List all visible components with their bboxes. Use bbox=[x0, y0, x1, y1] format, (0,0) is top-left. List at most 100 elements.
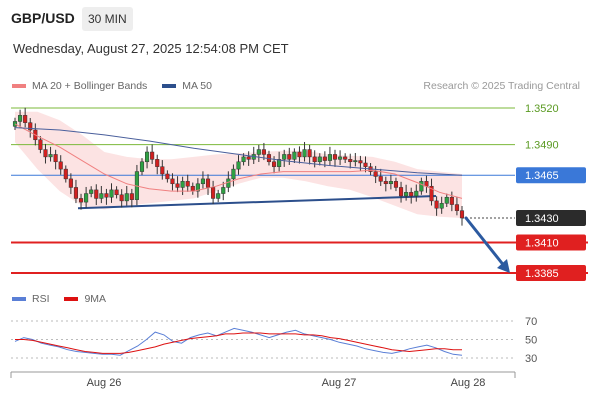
candle-body bbox=[307, 149, 312, 158]
level-text: 1.3490 bbox=[525, 140, 559, 152]
candle-body bbox=[28, 122, 33, 131]
candle-body bbox=[139, 161, 145, 172]
candle-body bbox=[129, 193, 134, 200]
legend-entry-ma20: MA 20 + Bollinger Bands bbox=[12, 80, 147, 92]
level-label-1.3430: 1.3430 bbox=[516, 210, 586, 226]
candle-body bbox=[84, 193, 89, 203]
candle-body bbox=[211, 187, 216, 199]
rsi-9ma-line bbox=[15, 332, 462, 354]
candle-body bbox=[277, 159, 282, 167]
candle-body bbox=[114, 189, 119, 196]
candle-body bbox=[231, 168, 236, 180]
rsi-tick-70: 70 bbox=[525, 316, 537, 328]
candle-body bbox=[18, 115, 23, 122]
candle-body bbox=[216, 193, 221, 199]
candle-body bbox=[246, 156, 251, 160]
legend-label-ma20: MA 20 + Bollinger Bands bbox=[32, 80, 148, 92]
legend-swatch-ma50 bbox=[162, 84, 177, 89]
candle-body bbox=[393, 181, 399, 188]
candle-body bbox=[449, 196, 454, 205]
candle-body bbox=[119, 194, 124, 202]
x-tick-label: Aug 26 bbox=[87, 377, 122, 389]
candle-body bbox=[338, 156, 343, 160]
level-text: 1.3430 bbox=[525, 213, 559, 225]
level-tag bbox=[516, 210, 586, 226]
candle-body bbox=[78, 198, 84, 203]
timeframe-badge[interactable]: 30 MIN bbox=[82, 7, 133, 31]
candle-body bbox=[287, 154, 292, 160]
candle-body bbox=[53, 154, 58, 163]
candle-body bbox=[282, 154, 287, 160]
candle-body bbox=[145, 151, 150, 163]
legend-label-rsi: RSI bbox=[32, 293, 50, 305]
candle-body bbox=[190, 185, 195, 192]
legend-entry-9ma: 9MA bbox=[64, 293, 106, 305]
candle-body bbox=[353, 160, 358, 163]
symbol-title: GBP/USD bbox=[11, 10, 75, 26]
candle-body bbox=[205, 178, 211, 188]
candle-body bbox=[388, 181, 393, 185]
level-labels: 1.3520 1.3490 1.3465 1.3430 1.3410 1.3385 bbox=[516, 103, 586, 281]
candle-body bbox=[170, 178, 175, 185]
candle-body bbox=[302, 149, 307, 158]
candle-body bbox=[94, 189, 99, 199]
candle-body bbox=[195, 183, 200, 192]
candle-body bbox=[221, 187, 226, 194]
candle-body bbox=[160, 166, 165, 175]
chart-datetime: Wednesday, August 27, 2025 12:54:08 PM C… bbox=[13, 41, 289, 56]
candle-body bbox=[272, 161, 277, 167]
main-legend: MA 20 + Bollinger Bands MA 50 bbox=[12, 80, 212, 92]
forecast-arrow bbox=[464, 216, 507, 269]
level-tag bbox=[516, 167, 586, 184]
candle-body bbox=[439, 203, 444, 209]
candle-body bbox=[12, 121, 18, 127]
forecast-arrowhead bbox=[497, 259, 510, 273]
level-text: 1.3410 bbox=[525, 237, 559, 249]
candle-body bbox=[104, 193, 109, 198]
candle-body bbox=[378, 176, 383, 182]
candle-body bbox=[165, 173, 170, 180]
candle-body bbox=[185, 181, 190, 187]
copyright-text: Research © 2025 Trading Central bbox=[423, 80, 580, 92]
candle-body bbox=[241, 156, 246, 163]
candle-body bbox=[180, 181, 185, 188]
level-text: 1.3385 bbox=[525, 268, 559, 280]
candle-body bbox=[99, 193, 104, 199]
candle-body bbox=[73, 187, 79, 199]
candle-body bbox=[58, 161, 63, 170]
candle-body bbox=[261, 149, 266, 155]
legend-swatch-rsi bbox=[12, 297, 26, 302]
rsi-tick-50: 50 bbox=[525, 335, 537, 347]
candle-body bbox=[48, 154, 53, 158]
ma50-line bbox=[14, 127, 463, 176]
x-tick-label: Aug 27 bbox=[322, 377, 357, 389]
price-levels bbox=[11, 107, 588, 274]
candles bbox=[12, 107, 465, 226]
candle-body bbox=[332, 154, 338, 160]
candle-body bbox=[454, 204, 459, 211]
chart-header: GBP/USD 30 MIN bbox=[0, 0, 590, 40]
candle-body bbox=[297, 151, 302, 158]
candle-body bbox=[444, 196, 449, 204]
candle-body bbox=[89, 189, 94, 194]
candle-body bbox=[200, 178, 205, 185]
candle-body bbox=[383, 181, 388, 185]
candle-body bbox=[429, 185, 434, 202]
candle-body bbox=[109, 189, 114, 198]
candle-body bbox=[292, 151, 297, 160]
candle-body bbox=[358, 160, 363, 164]
ma20-line bbox=[14, 123, 463, 199]
candle-body bbox=[23, 115, 28, 123]
candle-body bbox=[68, 178, 73, 188]
candle-body bbox=[404, 192, 409, 197]
x-tick-label: Aug 28 bbox=[451, 377, 486, 389]
candle-body bbox=[459, 210, 465, 219]
rsi-line bbox=[14, 327, 463, 356]
legend-swatch-9ma bbox=[64, 297, 79, 302]
candle-body bbox=[226, 178, 231, 188]
level-label-1.3385: 1.3385 bbox=[516, 265, 586, 281]
candle-body bbox=[343, 156, 348, 160]
level-text: 1.3520 bbox=[525, 103, 559, 115]
legend-label-ma50: MA 50 bbox=[182, 80, 212, 92]
